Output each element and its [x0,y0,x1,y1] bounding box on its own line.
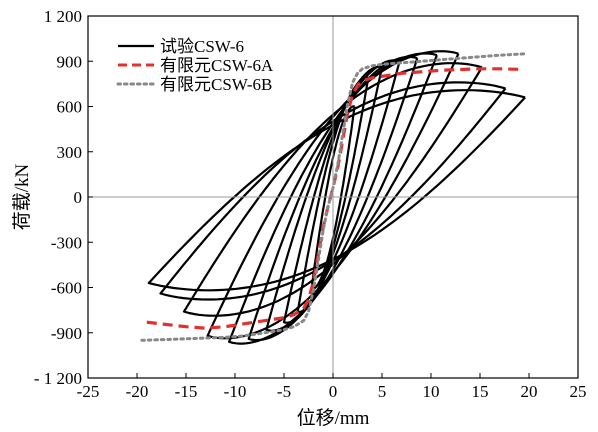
hysteresis-loop [182,62,483,317]
hysteresis-loop [159,81,507,301]
x-tick-label: 25 [570,382,587,401]
series-2 [146,67,525,330]
x-tick-label: -10 [224,382,247,401]
x-axis-label: 位移/mm [297,407,370,429]
y-tick-label: 900 [57,52,83,71]
y-tick-label: -300 [51,233,82,252]
y-axis-label: 荷载/kN [11,163,33,230]
x-tick-label: 0 [329,382,338,401]
hysteresis-loop [206,50,460,340]
x-tick-label: -15 [175,382,198,401]
x-tick-label: 20 [521,382,538,401]
axes: -25 -20 -15 -10 -5 0 5 10 15 20 25 - 1 200 -900 -600 -… [34,7,587,401]
x-tick-label: -25 [77,382,100,401]
y-tick-label: 1 200 [44,7,82,26]
hysteresis-loop [147,89,526,292]
series-line [146,67,525,330]
legend-label: 有限元CSW-6B [160,75,272,94]
y-tick-label: -900 [51,324,82,343]
x-tick-label: 5 [378,382,387,401]
x-tick-label: -20 [126,382,149,401]
legend-label: 试验CSW-6 [160,37,244,56]
legend-label: 有限元CSW-6A [160,56,274,75]
x-tick-label: 10 [423,382,440,401]
y-tick-label: 300 [57,143,83,162]
y-tick-label: -600 [51,279,82,298]
y-tick-label: 600 [57,98,83,117]
y-tick-label: - 1 200 [34,369,82,388]
x-tick-label: -5 [277,382,291,401]
x-tick-label: 15 [472,382,489,401]
y-tick-label: 0 [74,188,83,207]
